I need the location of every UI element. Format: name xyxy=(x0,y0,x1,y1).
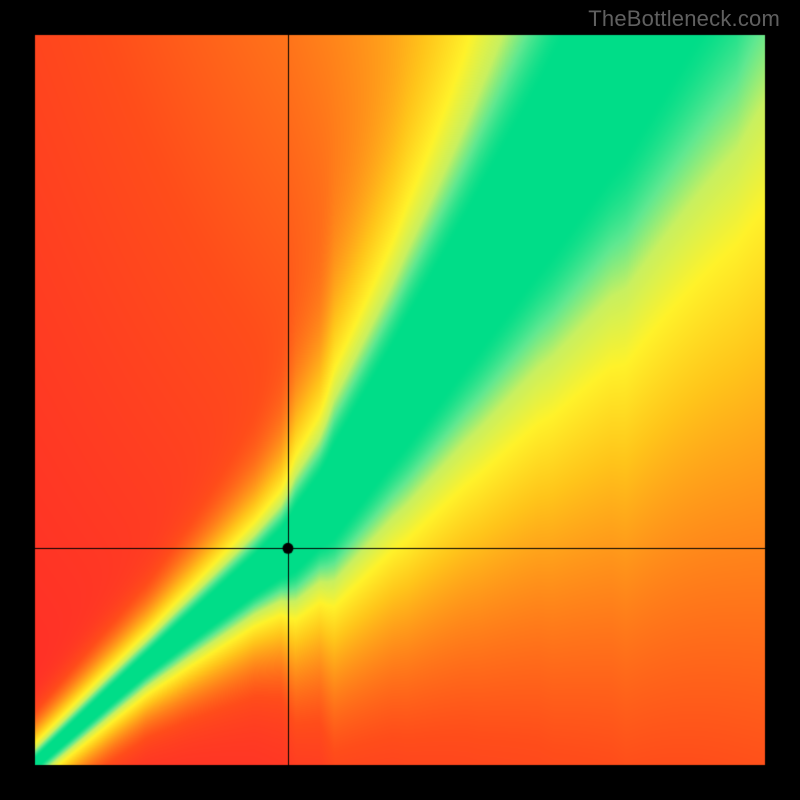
chart-container: TheBottleneck.com xyxy=(0,0,800,800)
heatmap-canvas xyxy=(0,0,800,800)
watermark-text: TheBottleneck.com xyxy=(588,6,780,32)
